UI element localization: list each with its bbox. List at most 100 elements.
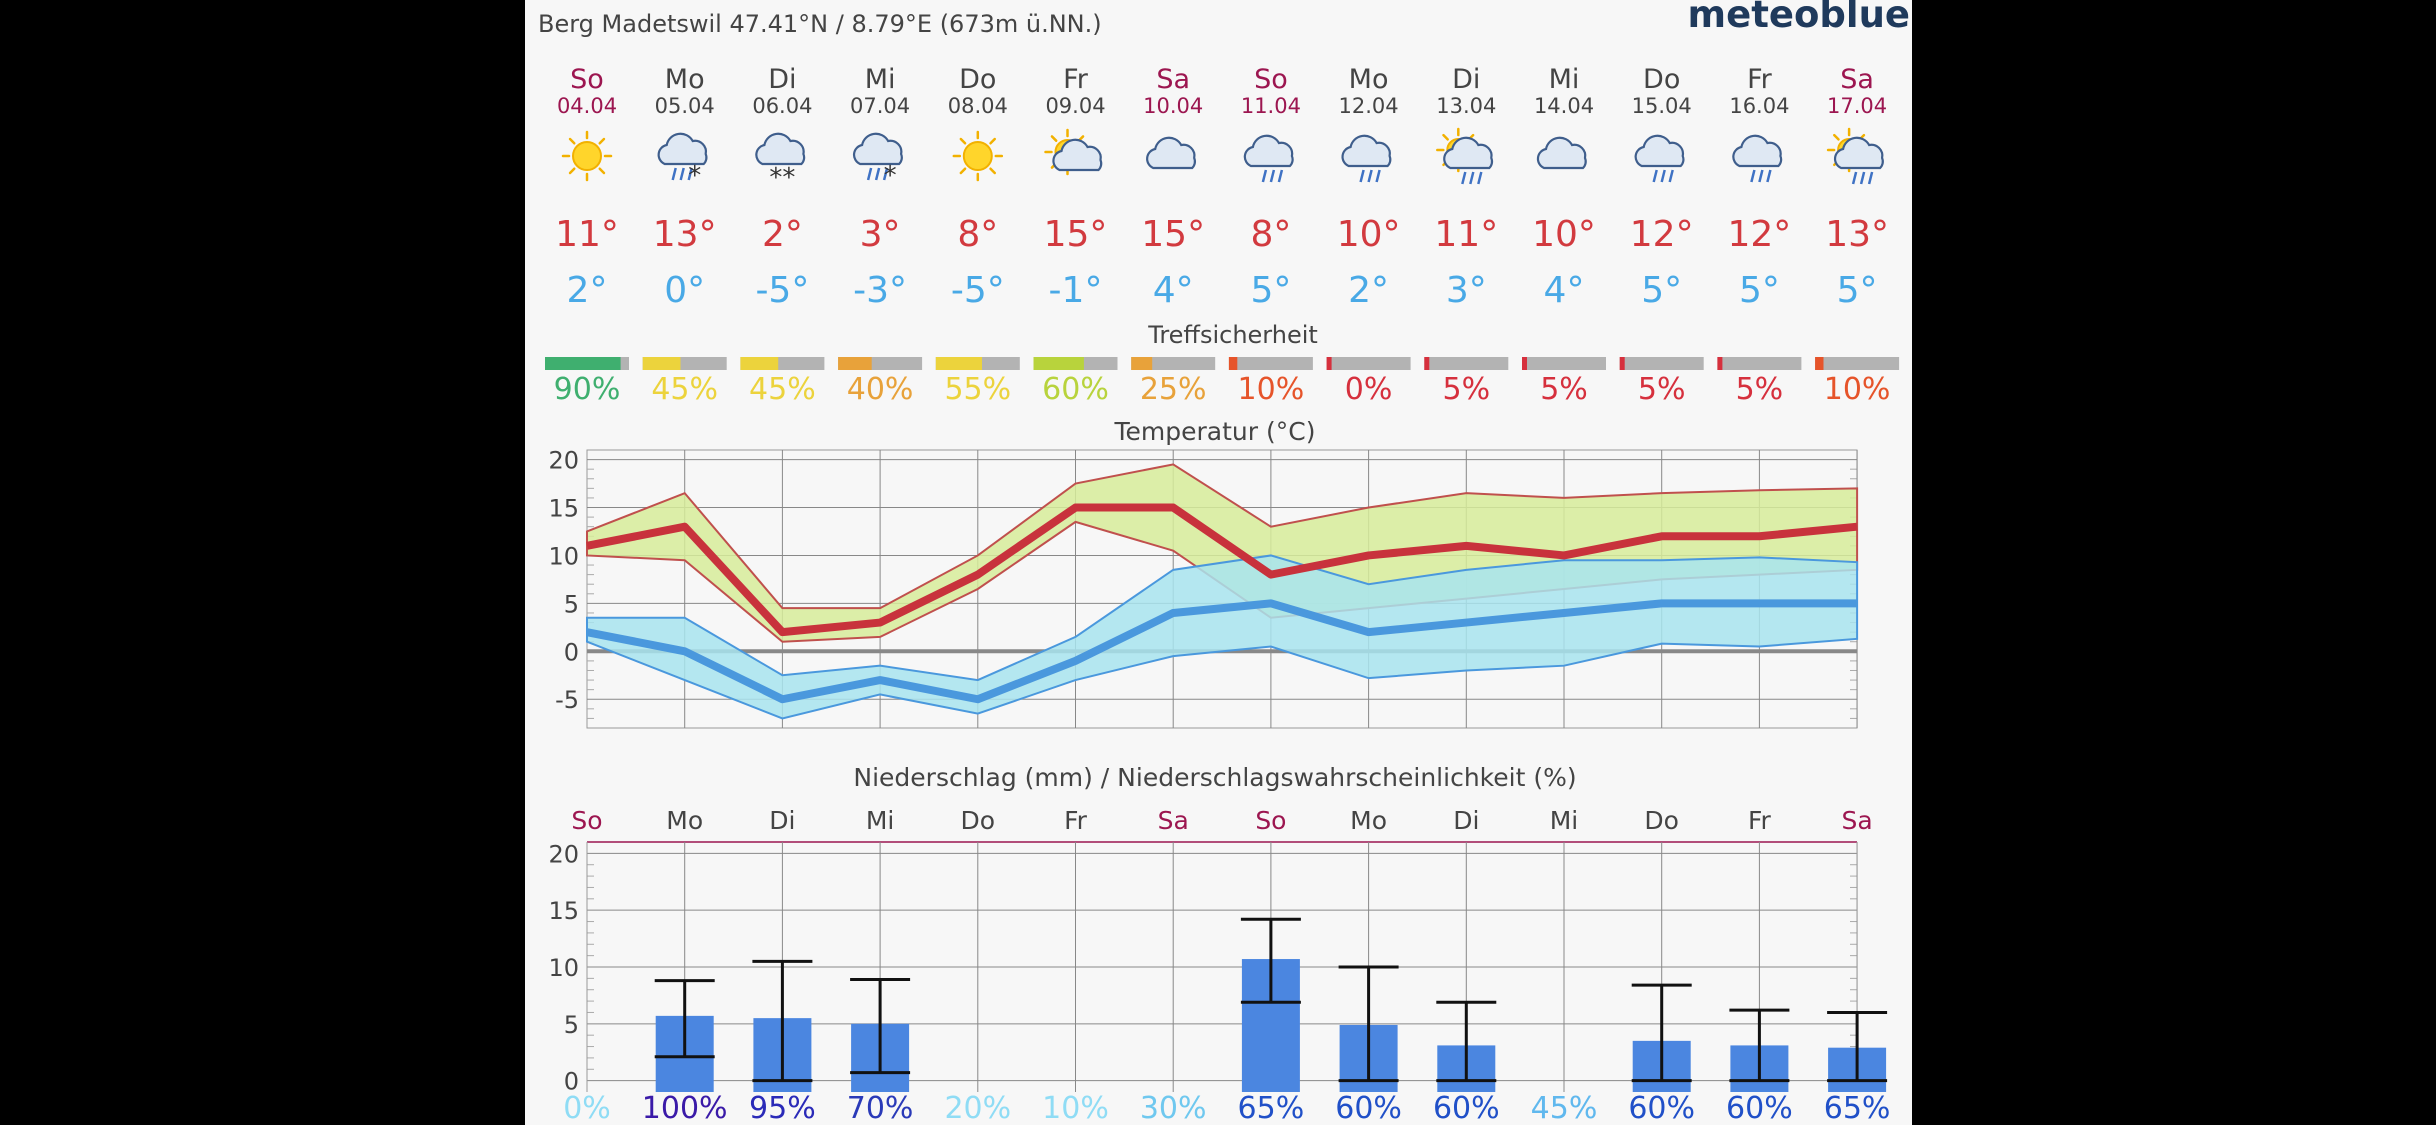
rain-drop: [1359, 169, 1365, 183]
confidence-bar-fill: [935, 357, 982, 370]
x-day-label: Fr: [1748, 806, 1772, 835]
tmax-line: [586, 503, 1858, 637]
cloud-rain-snow-icon: *: [657, 132, 708, 191]
probability-label: 45%: [1531, 1091, 1598, 1125]
y-tick-label: 15: [548, 897, 579, 925]
day-date: 06.04: [752, 94, 812, 118]
day-name: Mi: [1549, 64, 1580, 95]
cloud-shape: [1243, 134, 1294, 168]
day-name: Fr: [1063, 64, 1089, 95]
sun-icon: [561, 130, 613, 182]
confidence-label: 5%: [1736, 372, 1784, 407]
rain-drop: [1277, 169, 1284, 183]
temp-min: 5°: [1837, 270, 1878, 311]
temp-max: 8°: [957, 214, 998, 255]
confidence-label: 10%: [1824, 372, 1891, 407]
y-tick-label: 0: [564, 1068, 579, 1096]
cloud-shape: [657, 132, 708, 166]
y-tick-label: 20: [548, 840, 579, 868]
sun-ray: [989, 167, 997, 175]
x-day-label: Do: [1644, 806, 1679, 835]
snow-flake: *: [688, 161, 701, 191]
confidence-label: 5%: [1443, 372, 1491, 407]
cloud-rain-icon: [1732, 134, 1783, 183]
confidence-label: 55%: [944, 372, 1011, 407]
confidence-label: 45%: [749, 372, 816, 407]
cloud-icon: [1146, 136, 1197, 170]
day-name: Mi: [865, 64, 896, 95]
location-header: Berg Madetswil 47.41°N / 8.79°E (673m ü.…: [538, 10, 1102, 38]
probability-label: 70%: [847, 1091, 914, 1125]
rain-drop: [1477, 171, 1483, 185]
temp-min: -1°: [1049, 270, 1103, 311]
temp-min: -3°: [853, 270, 907, 311]
y-tick-label: 10: [548, 954, 579, 982]
temp-max: 10°: [1337, 214, 1401, 255]
temp-min: -5°: [951, 270, 1005, 311]
sun-ray: [598, 167, 606, 175]
temp-max: 15°: [1141, 214, 1205, 255]
rain-drop: [671, 167, 677, 181]
confidence-bar-fill: [1815, 357, 1824, 370]
temp-min: 5°: [1250, 270, 1291, 311]
tmin-range-band: [586, 554, 1859, 720]
temp-max: 13°: [653, 214, 717, 255]
temp-min: 2°: [567, 270, 608, 311]
rain-drop: [679, 167, 685, 181]
day-date: 04.04: [557, 94, 617, 118]
rain-drop: [1461, 171, 1467, 185]
confidence-label: 45%: [651, 372, 718, 407]
rain-drop: [1652, 169, 1658, 183]
confidence-bar-fill: [642, 357, 681, 370]
precipitation-title: Niederschlag (mm) / Niederschlagswahrsch…: [853, 763, 1576, 792]
temp-min: 4°: [1544, 270, 1585, 311]
cloud-shape: [1052, 138, 1103, 172]
confidence-bar-fill: [740, 357, 779, 370]
probability-label: 65%: [1824, 1091, 1891, 1125]
cloud-shape: [1341, 134, 1392, 168]
probability-label: 20%: [944, 1091, 1011, 1125]
y-tick-label: 5: [564, 590, 579, 618]
rain-drop: [866, 167, 873, 181]
x-day-label: Mi: [1550, 806, 1579, 835]
probability-label: 100%: [642, 1091, 728, 1125]
confidence-label: 60%: [1042, 372, 1109, 407]
confidence-bar-fill: [1717, 357, 1723, 370]
sun-cloud-icon: [1044, 128, 1103, 176]
confidence-label: 0%: [1345, 372, 1393, 407]
meteogram-svg: Berg Madetswil 47.41°N / 8.79°E (673m ü.…: [538, 0, 1910, 1125]
temp-min: 4°: [1153, 270, 1194, 311]
cloud-shape: [1732, 134, 1783, 168]
confidence-bar-fill: [838, 357, 872, 370]
confidence-bar-track: [1522, 357, 1606, 370]
temp-max: 13°: [1825, 214, 1889, 255]
rain-drop: [1261, 169, 1268, 183]
y-tick-label: 15: [548, 495, 579, 523]
temp-min: 5°: [1641, 270, 1682, 311]
sun-ray: [1833, 133, 1840, 141]
probability-label: 0%: [563, 1091, 611, 1125]
confidence-bar-track: [1619, 357, 1704, 370]
probability-label: 95%: [749, 1091, 816, 1125]
snow-flake: **: [769, 163, 795, 193]
temp-max: 11°: [555, 214, 619, 255]
y-tick-label: 10: [548, 542, 579, 570]
sun-cloud-rain-icon: [1826, 127, 1884, 185]
rain-drop: [1469, 171, 1475, 185]
day-date: 09.04: [1045, 94, 1105, 118]
day-name: Di: [768, 64, 796, 95]
day-name: Do: [959, 64, 996, 95]
y-tick-label: 20: [548, 447, 579, 475]
day-date: 13.04: [1436, 94, 1496, 118]
temp-max: 8°: [1250, 214, 1291, 255]
confidence-label: 40%: [847, 372, 914, 407]
meteoblue-logo[interactable]: meteoblue: [1688, 0, 1910, 36]
x-day-label: Mo: [1350, 806, 1387, 835]
cloud-shape: [1443, 136, 1494, 170]
